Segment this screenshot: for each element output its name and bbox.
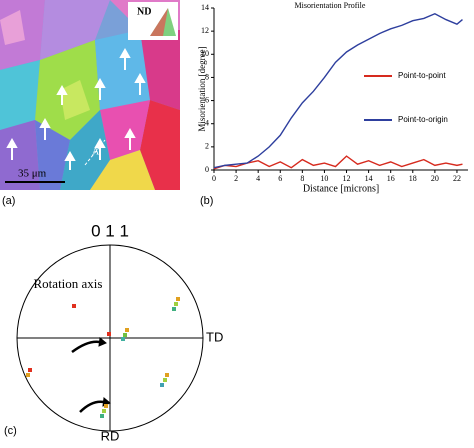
x-tick-label: 4 <box>256 174 260 183</box>
annotation: Rotation axis <box>34 276 103 291</box>
legend-label: Point-to-point <box>398 71 446 80</box>
pole-points <box>26 297 180 418</box>
panel-label: (b) <box>200 195 213 207</box>
x-tick-label: 2 <box>234 174 238 183</box>
pole-figure <box>16 244 204 432</box>
x-tick-label: 16 <box>387 174 395 183</box>
y-tick-label: 4 <box>205 119 209 128</box>
y-tick-label: 0 <box>205 165 209 174</box>
y-tick-label: 12 <box>201 26 209 35</box>
y-tick-label: 14 <box>201 3 209 12</box>
line <box>213 155 463 170</box>
x-tick-label: 20 <box>431 174 439 183</box>
panel-label: (a) <box>2 195 15 207</box>
x-tick-label: 22 <box>453 174 461 183</box>
y-tick-label: 8 <box>205 72 209 81</box>
x-tick-label: 14 <box>365 174 373 183</box>
pole-label: 0 1 1 <box>91 221 129 240</box>
rd-label: RD <box>101 428 120 443</box>
ebsd-map <box>0 0 180 190</box>
x-tick-label: 8 <box>300 174 304 183</box>
panel-label: (c) <box>4 425 17 437</box>
legend-label: Point-to-origin <box>398 115 448 124</box>
x-tick-label: 6 <box>278 174 282 183</box>
marker: A <box>92 146 100 157</box>
x-tick-label: 12 <box>343 174 351 183</box>
td-label: TD <box>206 329 223 344</box>
x-tick-label: 18 <box>409 174 417 183</box>
x-tick-label: 0 <box>212 174 216 183</box>
y-axis-label: Misorientation [degree] <box>197 46 207 131</box>
y-tick-label: 10 <box>201 49 209 58</box>
chart-title: Misorientation Profile <box>295 1 366 10</box>
y-tick-label: 2 <box>205 142 209 151</box>
line <box>213 13 463 169</box>
legend-title: ND <box>137 6 151 17</box>
scale-bar-label: 35 μm <box>18 168 47 180</box>
x-tick-label: 10 <box>320 174 328 183</box>
y-tick-label: 6 <box>205 95 209 104</box>
chart: Misorientation Profile Distance [microns]… <box>197 1 468 194</box>
x-axis-label: Distance [microns] <box>303 183 379 194</box>
